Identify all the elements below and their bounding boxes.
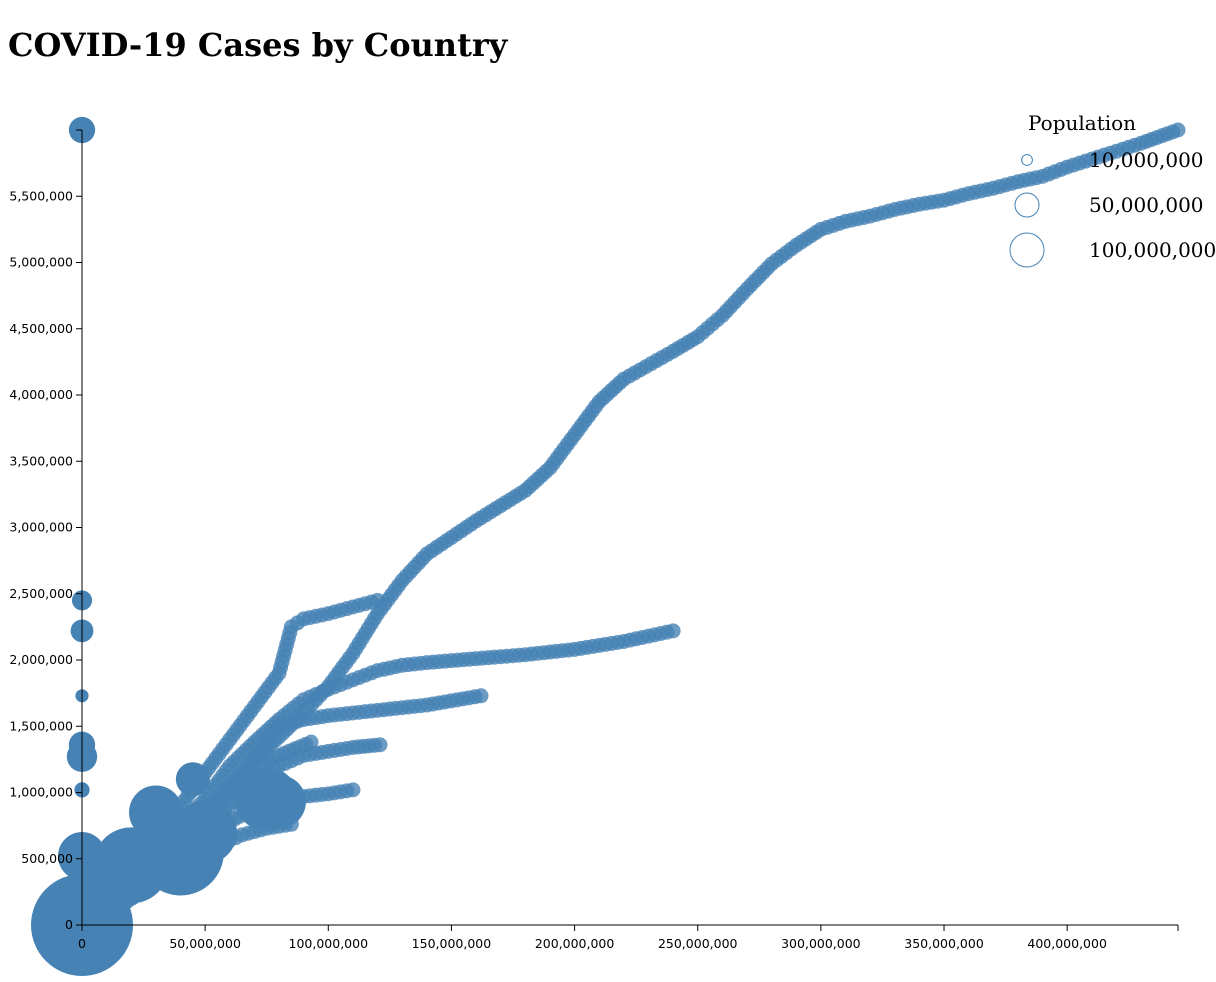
x-tick-label: 100,000,000 <box>289 936 369 951</box>
chart-title: COVID-19 Cases by Country <box>8 26 508 64</box>
legend-circle <box>1009 232 1045 268</box>
y-tick-label: 3,000,000 <box>9 520 73 535</box>
data-point <box>372 737 388 753</box>
y-tick-label: 1,000,000 <box>9 785 73 800</box>
data-point <box>473 688 489 704</box>
y-tick-label: 3,500,000 <box>9 453 73 468</box>
y-tick-label: 2,500,000 <box>9 586 73 601</box>
x-tick-label: 400,000,000 <box>1027 936 1107 951</box>
population-legend: Population 10,000,000 50,000,000 100,000,00… <box>1009 111 1216 268</box>
axes: 0 50,000,000 100,000,000 150,000,000 200,000… <box>9 129 1179 951</box>
y-tick-label: 4,000,000 <box>9 387 73 402</box>
legend-label: 10,000,000 <box>1089 148 1204 172</box>
data-point <box>345 782 361 798</box>
data-point <box>665 623 681 639</box>
data-point <box>283 816 299 832</box>
legend-circle <box>1014 192 1040 218</box>
legend-label: 100,000,000 <box>1089 238 1216 262</box>
legend-label: 50,000,000 <box>1089 193 1204 217</box>
y-tick-label: 5,500,000 <box>9 188 73 203</box>
x-tick-label: 250,000,000 <box>658 936 738 951</box>
legend-circle <box>1021 154 1033 166</box>
y-tick-label: 4,500,000 <box>9 321 73 336</box>
y-tick-label: 1,500,000 <box>9 718 73 733</box>
y-tick-label: 2,000,000 <box>9 652 73 667</box>
y-tick-label: 500,000 <box>21 851 73 866</box>
y-tick-label: 5,000,000 <box>9 255 73 270</box>
data-points <box>31 116 1186 976</box>
legend-title: Population <box>1028 111 1136 135</box>
data-point <box>303 734 319 750</box>
data-point <box>370 592 386 608</box>
data-point <box>1170 122 1186 138</box>
x-tick-label: 200,000,000 <box>535 936 615 951</box>
x-tick-label: 350,000,000 <box>904 936 984 951</box>
x-tick-label: 50,000,000 <box>169 936 241 951</box>
y-tick-label: 0 <box>65 917 73 932</box>
x-tick-label: 300,000,000 <box>781 936 861 951</box>
x-tick-label: 150,000,000 <box>412 936 492 951</box>
x-tick-label: 0 <box>78 936 86 951</box>
